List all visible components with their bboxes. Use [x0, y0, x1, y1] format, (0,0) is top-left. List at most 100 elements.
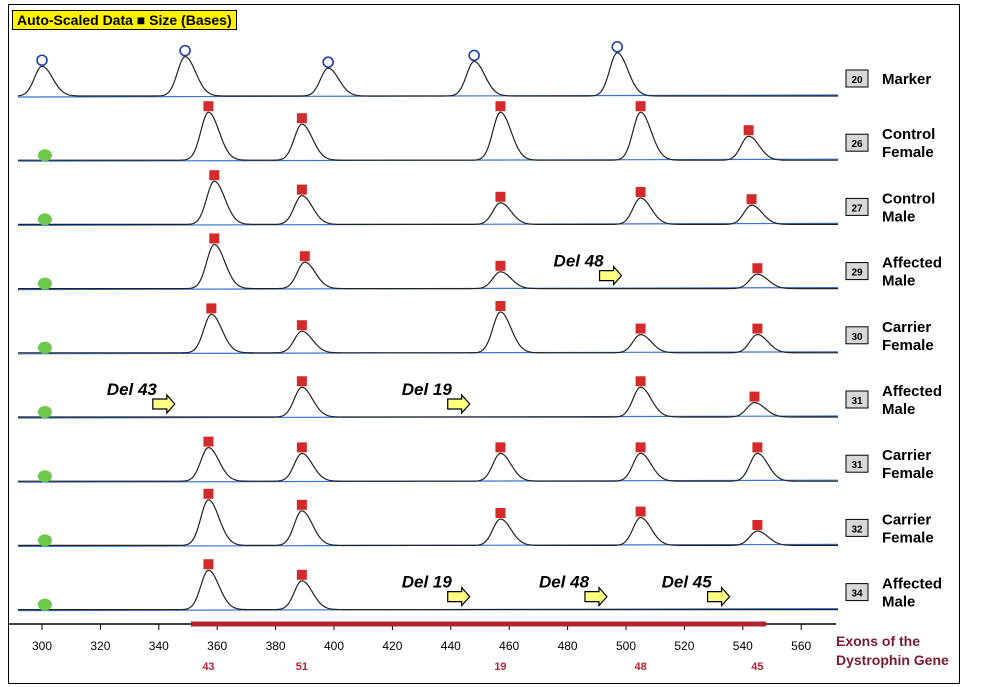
start-marker — [37, 534, 52, 547]
lane-name-line1: Affected — [882, 383, 942, 400]
peak-marker — [752, 520, 763, 530]
peak-marker — [203, 436, 214, 447]
deletion-label: Del 45 — [662, 573, 713, 592]
peak-marker — [299, 251, 310, 262]
lane-name-line2: Male — [882, 208, 915, 225]
x-axis: 300 320 340 360 380 400 420 440 460 480 500 520 540 5… — [8, 621, 836, 673]
lane-name-line1: Affected — [882, 255, 942, 272]
deletion-label: Del 19 — [402, 573, 453, 592]
signal-trace — [17, 52, 838, 97]
lane-number: 20 — [851, 75, 863, 86]
deletion-arrow — [447, 586, 471, 608]
x-tick-label: 440 — [441, 639, 461, 653]
start-marker — [37, 277, 52, 290]
peak-marker — [495, 101, 506, 112]
lane-label-1: 20 Marker — [845, 69, 931, 88]
chart-frame — [8, 4, 960, 684]
lane-name-line1: Carrier — [882, 511, 931, 528]
deletion-arrow — [152, 393, 176, 415]
lane-3 — [17, 170, 839, 226]
lane-number-box — [845, 326, 869, 345]
lane-9: Del 19 Del 48 Del 45 — [17, 559, 839, 612]
signal-trace — [18, 447, 838, 482]
exon-axis-title-line1: Exons of the — [836, 633, 920, 649]
start-marker — [37, 213, 52, 226]
x-tick-label: 400 — [324, 639, 344, 653]
lane-name-line2: Male — [882, 594, 915, 611]
lane-number: 27 — [851, 203, 863, 214]
peak-marker — [752, 263, 763, 274]
peak-marker — [635, 323, 646, 334]
x-tick-label: 320 — [90, 639, 110, 653]
lane-name-line1: Carrier — [882, 319, 931, 336]
peak-marker — [635, 187, 646, 197]
exon-label: 19 — [494, 661, 506, 673]
deletion-arrow — [584, 586, 608, 608]
peak-marker — [495, 508, 506, 518]
x-tick-label: 480 — [558, 639, 578, 653]
lane-2 — [17, 101, 839, 162]
lane-number-box — [845, 454, 869, 473]
lane-1 — [17, 40, 839, 98]
signal-trace — [18, 180, 838, 225]
start-marker — [37, 341, 52, 354]
start-marker — [37, 406, 52, 418]
peak-marker — [635, 376, 646, 387]
peak-marker — [296, 320, 307, 331]
peak-marker-circle — [468, 49, 480, 62]
peak-marker — [495, 301, 506, 311]
lane-labels: 20 Marker26ControlFemale27ControlMale29Af… — [845, 69, 942, 611]
x-tick-label: 340 — [149, 639, 169, 653]
lane-name-line1: Marker — [882, 71, 931, 88]
x-tick-label: 500 — [616, 639, 636, 653]
peak-marker — [749, 391, 760, 402]
peak-marker — [206, 303, 217, 314]
lane-number-box — [845, 262, 869, 281]
peak-marker — [296, 184, 307, 195]
deletion-label: Del 43 — [107, 380, 158, 399]
peak-marker — [209, 233, 220, 244]
peak-marker — [203, 559, 214, 570]
peak-marker-circle — [611, 40, 624, 53]
peak-marker-circle — [179, 44, 191, 57]
x-tick-label: 520 — [674, 639, 694, 653]
signal-trace — [18, 243, 838, 290]
lane-name-line2: Male — [882, 401, 915, 418]
lane-number: 34 — [851, 589, 863, 600]
exon-label: 48 — [634, 661, 646, 673]
signal-trace — [18, 569, 838, 611]
lane-name-line2: Female — [882, 144, 934, 161]
x-tick-label: 420 — [382, 639, 402, 653]
exon-label: 45 — [751, 661, 763, 673]
peak-marker — [635, 442, 646, 453]
x-tick-label: 540 — [733, 639, 753, 653]
peak-marker — [296, 376, 307, 387]
signal-trace — [18, 311, 838, 354]
lane-number-box — [845, 69, 869, 88]
deletion-arrow — [447, 393, 471, 415]
peak-marker — [752, 323, 763, 334]
x-tick-label: 300 — [32, 639, 52, 653]
deletion-arrow — [707, 586, 731, 608]
lane-number-box — [845, 583, 869, 602]
deletion-label: Del 48 — [554, 252, 605, 271]
lane-number: 30 — [851, 332, 863, 343]
lane-number: 29 — [851, 268, 863, 279]
exon-label: 43 — [202, 661, 214, 673]
signal-trace — [18, 386, 838, 418]
peak-marker — [296, 499, 307, 510]
x-tick-label: 460 — [499, 639, 519, 653]
peak-marker — [495, 442, 506, 453]
lane-number: 31 — [851, 460, 863, 471]
peak-marker — [495, 260, 506, 271]
lane-number: 32 — [851, 524, 863, 535]
chart-header: Auto-Scaled Data ■ Size (Bases) — [12, 10, 237, 30]
lane-name-line1: Control — [882, 190, 935, 207]
lanes-layer: Del 48 Del 43 Del 19 Del 19 Del 48 Del 45 — [17, 40, 839, 612]
